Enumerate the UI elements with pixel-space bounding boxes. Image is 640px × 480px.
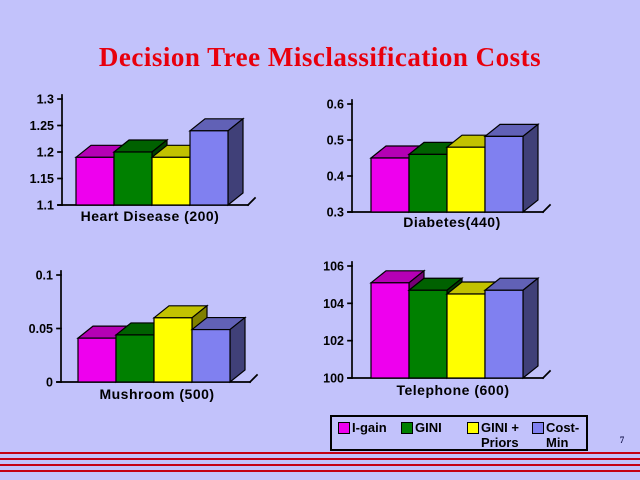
bar-cost-min bbox=[188, 117, 245, 207]
y-tick-label: 0.6 bbox=[327, 98, 344, 112]
legend-label: Cost- Min bbox=[546, 420, 580, 450]
y-tick-label: 0.4 bbox=[327, 170, 344, 184]
axis-line bbox=[246, 196, 257, 207]
bar-front-face bbox=[115, 334, 155, 383]
bar-front-face bbox=[446, 293, 486, 379]
gini-swatch-icon bbox=[401, 422, 413, 434]
y-tick-label: 0 bbox=[46, 376, 53, 390]
legend-item-cost-min: Cost- Min bbox=[532, 420, 579, 450]
page-number: 7 bbox=[619, 435, 625, 445]
bar-front-face bbox=[191, 328, 231, 383]
legend-item-gini: GINI bbox=[401, 420, 442, 435]
bar-front-face bbox=[484, 135, 524, 213]
bar-side-face bbox=[522, 277, 539, 380]
decorative-line bbox=[0, 470, 640, 472]
chart-telephone-600: 100 102 104 106 Telephone (600) bbox=[323, 260, 552, 398]
bar-front-face bbox=[77, 337, 117, 383]
y-tick-label: 0.3 bbox=[327, 206, 344, 220]
bar-cost-min bbox=[190, 316, 247, 384]
bar-front-face bbox=[153, 317, 193, 383]
bar-side-face bbox=[229, 316, 246, 384]
decorative-line bbox=[0, 464, 640, 466]
bar-front-face bbox=[370, 282, 410, 379]
bar-side-face bbox=[522, 123, 539, 214]
bar-front-face bbox=[151, 156, 191, 206]
bar-front-face bbox=[75, 156, 115, 206]
gini-priors-swatch-icon bbox=[467, 422, 479, 434]
y-tick-label: 1.25 bbox=[30, 119, 54, 133]
axis-line bbox=[248, 373, 259, 384]
legend-item-gini-priors: GINI + Priors bbox=[467, 420, 519, 450]
y-tick-label: 1.3 bbox=[37, 93, 54, 107]
y-tick-label: 1.1 bbox=[37, 199, 54, 213]
y-tick-label: 1.2 bbox=[37, 146, 54, 160]
y-tick-label: 1.15 bbox=[30, 172, 54, 186]
legend-item-igain: I-gain bbox=[338, 420, 387, 435]
axis-line bbox=[541, 369, 552, 380]
chart-diabetes-440: 0.3 0.4 0.5 0.6 Diabetes(440) bbox=[327, 98, 552, 230]
y-tick-label: 102 bbox=[323, 334, 344, 348]
chart-category-label: Heart Disease (200) bbox=[81, 208, 220, 224]
y-tick-label: 0.05 bbox=[29, 322, 53, 336]
y-tick-label: 106 bbox=[323, 260, 344, 274]
chart-category-label: Mushroom (500) bbox=[99, 386, 214, 402]
bar-front-face bbox=[370, 157, 410, 213]
chart-legend: I-gain GINI GINI + Priors Cost- Min bbox=[330, 415, 588, 451]
chart-mushroom-500: 0 0.05 0.1 Mushroom (500) bbox=[29, 269, 259, 402]
decorative-line bbox=[0, 452, 640, 454]
axis-line bbox=[541, 203, 552, 214]
igain-swatch-icon bbox=[338, 422, 350, 434]
y-tick-label: 104 bbox=[323, 297, 344, 311]
bar-side-face bbox=[227, 117, 244, 207]
bar-front-face bbox=[484, 289, 524, 379]
slide-title: Decision Tree Misclassification Costs bbox=[98, 42, 542, 72]
y-tick-label: 100 bbox=[323, 372, 344, 386]
chart-category-label: Telephone (600) bbox=[396, 382, 509, 398]
decorative-line bbox=[0, 458, 640, 460]
chart-heart-disease-200: 1.1 1.15 1.2 1.25 1.3 Heart Disease (200) bbox=[30, 93, 257, 224]
bar-front-face bbox=[189, 130, 229, 206]
bar-cost-min bbox=[483, 277, 540, 380]
bar-cost-min bbox=[483, 123, 540, 214]
bar-front-face bbox=[113, 151, 153, 206]
chart-category-label: Diabetes(440) bbox=[403, 214, 501, 230]
cost-min-swatch-icon bbox=[532, 422, 544, 434]
bar-front-face bbox=[408, 289, 448, 379]
bar-front-face bbox=[446, 146, 486, 213]
legend-label: I-gain bbox=[352, 420, 387, 435]
y-tick-label: 0.1 bbox=[36, 269, 53, 283]
legend-label: GINI + Priors bbox=[481, 420, 519, 450]
legend-label: GINI bbox=[415, 420, 442, 435]
y-tick-label: 0.5 bbox=[327, 134, 344, 148]
bar-front-face bbox=[408, 153, 448, 213]
